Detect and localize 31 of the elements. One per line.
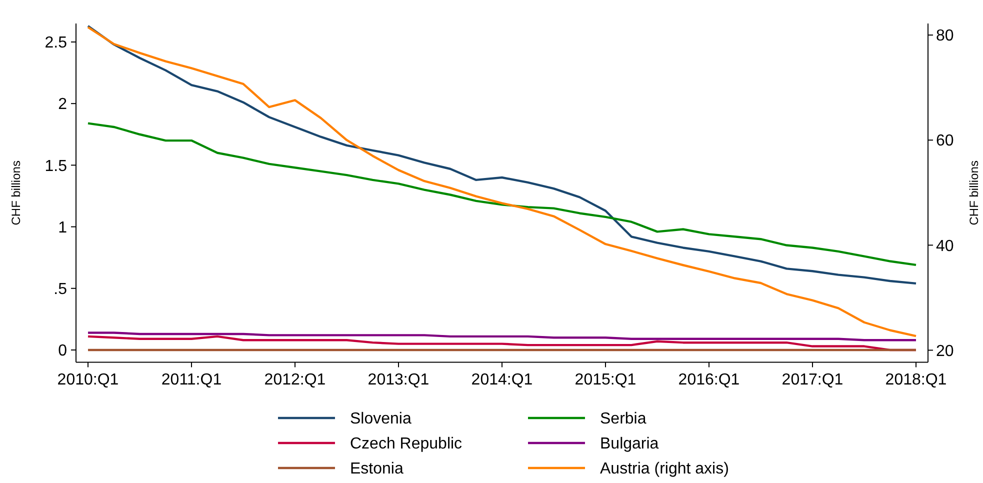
line-series (86, 24, 918, 285)
y-tick-label: 1.5 (44, 158, 68, 175)
y-tick-label: .5 (54, 280, 68, 298)
y-tick-label: 0 (58, 342, 68, 360)
y-tick-label: 2 (58, 96, 68, 114)
x-tick-label: 2014:Q1 (471, 371, 533, 388)
legend-label: Slovenia (350, 410, 412, 428)
x-tick-label: 2015:Q1 (574, 371, 636, 388)
line-series (86, 332, 918, 342)
y2-tick-label: 60 (936, 132, 954, 150)
legend-label: Estonia (350, 460, 404, 478)
x-tick-label: 2013:Q1 (368, 371, 430, 388)
line-series (86, 122, 918, 266)
y-tick-label: 2.5 (44, 34, 68, 52)
x-tick-label: 2017:Q1 (782, 371, 844, 388)
legend-label: Czech Republic (350, 436, 462, 453)
x-tick-label: 2018:Q1 (885, 371, 947, 388)
legend-label: Bulgaria (600, 436, 659, 453)
line-series (86, 26, 918, 338)
y2-tick-label: 80 (936, 28, 954, 45)
x-tick-label: 2016:Q1 (678, 371, 740, 388)
y-tick-label: 1 (58, 219, 68, 236)
y2-tick-label: 40 (936, 238, 954, 255)
legend-label: Austria (right axis) (600, 460, 729, 478)
x-tick-label: 2010:Q1 (57, 371, 119, 388)
y-axis-title: CHF billions (9, 160, 23, 226)
y2-axis-title: CHF billions (967, 160, 981, 226)
y2-tick-label: 20 (936, 342, 954, 360)
x-tick-label: 2012:Q1 (264, 371, 326, 388)
x-tick-label: 2011:Q1 (161, 371, 222, 388)
legend-label: Serbia (600, 410, 646, 428)
